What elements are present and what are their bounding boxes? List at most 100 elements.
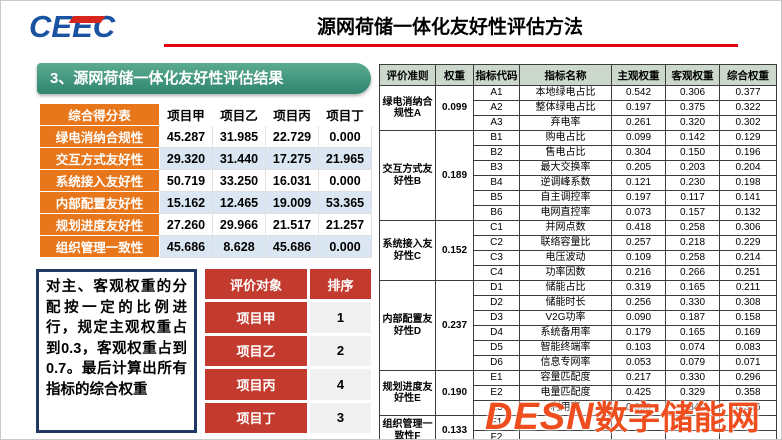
table-row: 系统接入友好性C 0.152 C1 并网点数 0.418 0.258 0.306 xyxy=(379,220,777,281)
indicator-name: 自主调控率 xyxy=(519,190,612,206)
table-row: 交互方式友好性B 0.189 B1 购电占比 0.099 0.142 0.129 xyxy=(379,130,777,221)
score-cell: 17.275 xyxy=(265,147,319,170)
row-label: 规划进度友好性 xyxy=(39,213,160,236)
section-title-bar: 3、源网荷储一体化友好性评估结果 xyxy=(37,63,371,94)
column-header: 项目乙 xyxy=(212,103,266,126)
score-cell: 50.719 xyxy=(159,169,213,192)
indicator-code: C2 xyxy=(473,235,520,251)
indicator-name: 信息专网率 xyxy=(519,355,612,371)
combined-weight: 0.071 xyxy=(719,355,777,371)
table-row: 内部配置友好性D 0.237 D1 储能占比 0.319 0.165 0.211 xyxy=(379,280,777,371)
indicator-name: 功率因数 xyxy=(519,265,612,281)
objective-weight: 0.230 xyxy=(665,175,720,191)
table-row: 绿电消纳合规性A 0.099 A1 本地绿电占比 0.542 0.306 0.377 xyxy=(379,85,777,131)
score-cell: 8.628 xyxy=(212,235,266,258)
score-cell: 45.686 xyxy=(159,235,213,258)
column-header: 项目丙 xyxy=(265,103,319,126)
table-row: C2 联络容量比 0.257 0.218 0.229 xyxy=(380,235,777,251)
score-table-title: 综合得分表 xyxy=(39,103,160,126)
criterion-cell: 交互方式友好性B xyxy=(379,130,436,221)
subjective-weight: 0.053 xyxy=(611,355,666,371)
score-cell: 29.966 xyxy=(212,213,266,236)
indicator-name: 购电占比 xyxy=(519,130,612,146)
objective-weight: 0.165 xyxy=(665,280,720,296)
criterion-weight: 0.237 xyxy=(435,280,474,371)
table-row: D4 系统备用率 0.179 0.165 0.169 xyxy=(380,325,777,341)
objective-weight: 0.218 xyxy=(665,235,720,251)
indicator-name: 智能终端率 xyxy=(519,340,612,356)
combined-weight: 0.322 xyxy=(719,100,777,116)
table-row: 规划进度友好性E 0.190 E1 容量匹配度 0.217 0.330 0.296 xyxy=(379,370,777,416)
score-cell: 15.162 xyxy=(159,191,213,214)
combined-weight: 0.129 xyxy=(719,130,777,146)
watermark-en: DESN xyxy=(485,396,595,438)
subjective-weight: 0.542 xyxy=(611,85,666,101)
subjective-weight: 0.090 xyxy=(611,310,666,326)
indicator-name: 电压波动 xyxy=(519,250,612,266)
indicator-name: 电网直控率 xyxy=(519,205,612,221)
combined-weight: 0.083 xyxy=(719,340,777,356)
objective-weight: 0.320 xyxy=(665,115,720,131)
indicator-name: 售电占比 xyxy=(519,145,612,161)
indicator-code: B5 xyxy=(473,190,520,206)
ranking-table: 评价对象 排序 项目甲 1 项目乙 2 项目丙 4 项目丁 3 xyxy=(205,269,371,433)
indicator-code: C1 xyxy=(473,220,520,236)
row-label: 组织管理一致性 xyxy=(39,235,160,258)
table-row: B3 最大交换率 0.205 0.203 0.204 xyxy=(380,160,777,176)
indicator-code: B1 xyxy=(473,130,520,146)
objective-weight: 0.079 xyxy=(665,355,720,371)
project-label: 项目丙 xyxy=(205,369,307,400)
indicator-name: 弃电率 xyxy=(519,115,612,131)
indicator-code: D4 xyxy=(473,325,520,341)
score-cell: 12.465 xyxy=(212,191,266,214)
score-cell: 29.320 xyxy=(159,147,213,170)
score-cell: 0.000 xyxy=(318,235,372,258)
table-row: B6 电网直控率 0.073 0.157 0.132 xyxy=(380,205,777,221)
indicator-name: V2G功率 xyxy=(519,310,612,326)
combined-weight: 0.132 xyxy=(719,205,777,221)
subjective-weight: 0.197 xyxy=(611,190,666,206)
row-label: 系统接入友好性 xyxy=(39,169,160,192)
score-cell: 27.260 xyxy=(159,213,213,236)
table-row: A2 整体绿电占比 0.197 0.375 0.322 xyxy=(380,100,777,116)
combined-weight: 0.229 xyxy=(719,235,777,251)
combined-weight: 0.377 xyxy=(719,85,777,101)
column-header: 指标名称 xyxy=(519,64,612,86)
objective-weight: 0.165 xyxy=(665,325,720,341)
subjective-weight: 0.304 xyxy=(611,145,666,161)
indicator-code: B4 xyxy=(473,175,520,191)
column-header: 指标代码 xyxy=(473,64,520,86)
indicator-name: 逆调峰系数 xyxy=(519,175,612,191)
score-cell: 21.257 xyxy=(318,213,372,236)
criterion-weight: 0.189 xyxy=(435,130,474,221)
indicator-code: B6 xyxy=(473,205,520,221)
subjective-weight: 0.103 xyxy=(611,340,666,356)
watermark-cn: 数字储能网 xyxy=(594,399,760,436)
subjective-weight: 0.109 xyxy=(611,250,666,266)
table-row: 组织管理一致性F 0.133 F1 xyxy=(379,415,777,439)
score-table: 综合得分表 项目甲 项目乙 项目丙 项目丁 绿电消纳合规性 45.287 31.985 22.… xyxy=(39,103,372,258)
combined-weight: 0.211 xyxy=(719,280,777,296)
subjective-weight: 0.179 xyxy=(611,325,666,341)
column-header: 评价准则 xyxy=(379,64,436,86)
column-header: 评价对象 xyxy=(205,269,307,300)
project-label: 项目甲 xyxy=(205,302,307,333)
indicator-code: D6 xyxy=(473,355,520,371)
subjective-weight: 0.256 xyxy=(611,295,666,311)
objective-weight: 0.150 xyxy=(665,145,720,161)
column-header: 项目丁 xyxy=(318,103,372,126)
score-cell: 21.517 xyxy=(265,213,319,236)
row-label: 绿电消纳合规性 xyxy=(39,125,160,148)
indicator-code: A2 xyxy=(473,100,520,116)
logo-red-accent-icon xyxy=(68,16,106,23)
watermark: DESN数字储能网 xyxy=(485,391,760,439)
criterion-weight: 0.152 xyxy=(435,220,474,281)
rank-value: 2 xyxy=(310,335,371,367)
criterion-cell: 内部配置友好性D xyxy=(379,280,436,371)
objective-weight: 0.375 xyxy=(665,100,720,116)
title-underline xyxy=(164,44,738,47)
objective-weight: 0.187 xyxy=(665,310,720,326)
combined-weight: 0.141 xyxy=(719,190,777,206)
score-cell: 33.250 xyxy=(212,169,266,192)
